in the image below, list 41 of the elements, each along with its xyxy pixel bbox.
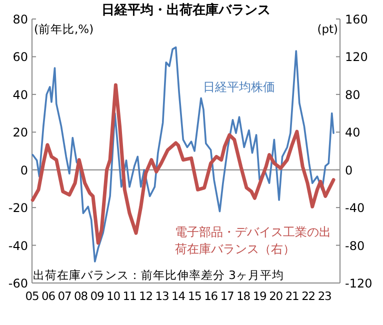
series-label: 日経平均株価 xyxy=(203,80,275,94)
annotation: 出荷在庫バランス：前年比伸率差分 3ヶ月平均 xyxy=(33,268,284,282)
x-tick-label: 13 xyxy=(155,289,170,303)
y-axis-title: (前年比,%) xyxy=(34,22,94,36)
y2-tick-label: 160 xyxy=(345,12,368,26)
x-tick-label: 09 xyxy=(90,289,104,303)
y-tick-label: -60 xyxy=(8,276,28,290)
y2-tick-label: 0 xyxy=(345,163,353,178)
text: 電子部品・デバイス工業の出荷在庫バランス（右） xyxy=(175,225,331,256)
y-tick-label: 80 xyxy=(12,12,28,26)
chart-title: 日経平均・出荷在庫バランス xyxy=(102,2,270,18)
y-tick-label: 60 xyxy=(12,50,28,64)
x-tick-label: 06 xyxy=(42,289,56,303)
y-tick-label: -20 xyxy=(8,201,28,216)
y2-tick-label: 80 xyxy=(345,88,360,102)
x-tick-label: 21 xyxy=(285,289,300,303)
x-tick-label: 11 xyxy=(122,289,137,303)
x-tick-label: 19 xyxy=(252,289,267,303)
x-tick-label: 12 xyxy=(139,289,153,303)
y2-axis-title: (pt) xyxy=(317,22,338,36)
y-tick-label: -40 xyxy=(8,238,28,253)
x-tick-label: 10 xyxy=(106,289,120,303)
x-tick-label: 14 xyxy=(172,289,186,303)
x-tick-label: 16 xyxy=(204,289,218,303)
y2-tick-label: 120 xyxy=(345,50,368,64)
x-tick-label: 05 xyxy=(25,289,39,303)
x-tick-label: 23 xyxy=(318,289,332,303)
x-tick-label: 20 xyxy=(269,289,283,303)
y2-tick-label: -80 xyxy=(345,238,365,253)
y-tick-label: 20 xyxy=(12,126,28,140)
x-tick-label: 07 xyxy=(58,289,72,303)
x-tick-label: 18 xyxy=(236,289,250,303)
y-tick-label: 0 xyxy=(20,163,28,178)
y2-tick-label: 40 xyxy=(345,126,360,140)
x-tick-label: 15 xyxy=(188,289,202,303)
x-tick-label: 17 xyxy=(220,289,234,303)
y-tick-label: 40 xyxy=(12,88,28,102)
x-tick-label: 08 xyxy=(74,289,88,303)
y2-tick-label: -40 xyxy=(345,201,365,216)
x-tick-label: 22 xyxy=(302,289,316,303)
y2-tick-label: -120 xyxy=(345,276,372,290)
